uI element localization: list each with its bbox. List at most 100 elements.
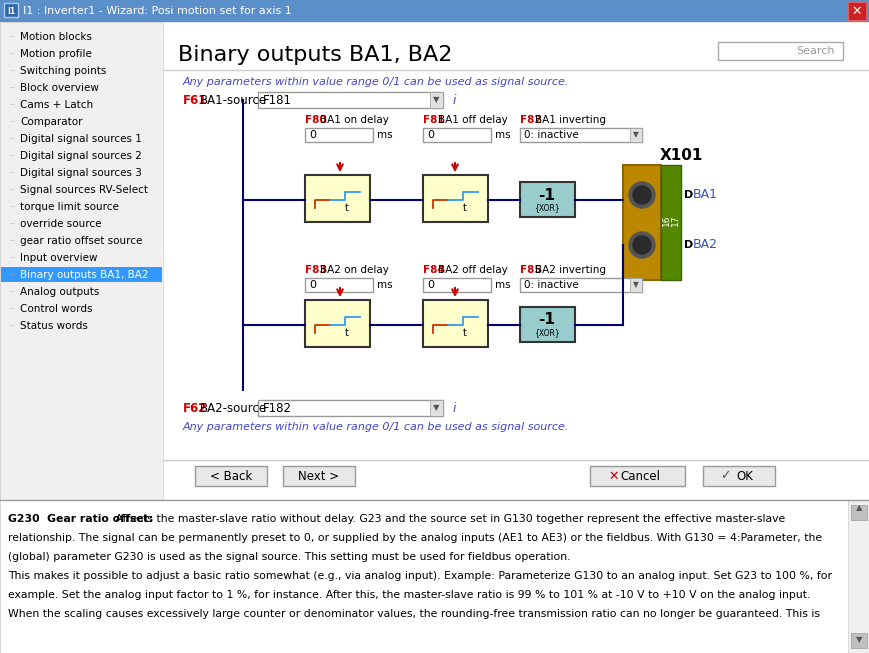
Text: Search: Search	[796, 46, 834, 56]
Text: 0: inactive: 0: inactive	[523, 280, 578, 290]
Text: Cams + Latch: Cams + Latch	[20, 100, 93, 110]
Text: This makes it possible to adjust a basic ratio somewhat (e.g., via analog input): This makes it possible to adjust a basic…	[8, 571, 831, 581]
FancyBboxPatch shape	[1, 267, 162, 282]
FancyBboxPatch shape	[282, 466, 355, 486]
FancyBboxPatch shape	[305, 128, 373, 142]
Text: Digital signal sources 3: Digital signal sources 3	[20, 168, 142, 178]
FancyBboxPatch shape	[422, 175, 488, 222]
Text: -1: -1	[538, 187, 554, 202]
Text: D: D	[683, 240, 693, 250]
Text: 17: 17	[670, 214, 679, 226]
Text: G230  Gear ratio offset:: G230 Gear ratio offset:	[8, 514, 153, 524]
Text: override source: override source	[20, 219, 102, 229]
FancyBboxPatch shape	[305, 278, 373, 292]
Text: 0: 0	[427, 130, 434, 140]
Text: F182: F182	[262, 402, 292, 415]
Text: 16: 16	[660, 214, 670, 226]
Text: torque limit source: torque limit source	[20, 202, 119, 212]
Text: Affects the master-slave ratio without delay. G23 and the source set in G130 tog: Affects the master-slave ratio without d…	[112, 514, 785, 524]
Text: (global) parameter G230 is used as the signal source. This setting must be used : (global) parameter G230 is used as the s…	[8, 552, 570, 562]
Text: ▼: ▼	[633, 281, 638, 289]
Text: i: i	[453, 402, 456, 415]
FancyBboxPatch shape	[520, 128, 641, 142]
FancyBboxPatch shape	[850, 633, 866, 648]
Text: Cancel: Cancel	[620, 470, 660, 483]
Circle shape	[628, 182, 654, 208]
Text: Comparator: Comparator	[20, 117, 83, 127]
Text: Switching points: Switching points	[20, 66, 106, 76]
FancyBboxPatch shape	[717, 42, 842, 60]
Text: X101: X101	[660, 148, 702, 163]
Text: ···: ···	[9, 51, 16, 57]
FancyBboxPatch shape	[258, 92, 442, 108]
Text: D: D	[683, 190, 693, 200]
Text: ···: ···	[9, 170, 16, 176]
Text: ms: ms	[376, 280, 392, 290]
Text: Any parameters within value range 0/1 can be used as signal source.: Any parameters within value range 0/1 ca…	[182, 77, 568, 87]
Text: ···: ···	[9, 204, 16, 210]
Text: Binary outputs BA1, BA2: Binary outputs BA1, BA2	[178, 45, 452, 65]
Text: ···: ···	[9, 102, 16, 108]
FancyBboxPatch shape	[847, 500, 869, 653]
Text: ···: ···	[9, 221, 16, 227]
Text: ms: ms	[376, 130, 392, 140]
FancyBboxPatch shape	[847, 2, 865, 20]
Text: Any parameters within value range 0/1 can be used as signal source.: Any parameters within value range 0/1 ca…	[182, 422, 568, 432]
Text: BA2-source: BA2-source	[200, 402, 267, 415]
Text: 0: inactive: 0: inactive	[523, 130, 578, 140]
Text: Block overview: Block overview	[20, 83, 99, 93]
FancyBboxPatch shape	[422, 300, 488, 347]
Text: ···: ···	[9, 85, 16, 91]
Text: BA1 inverting: BA1 inverting	[534, 115, 606, 125]
Circle shape	[628, 232, 654, 258]
FancyBboxPatch shape	[4, 3, 18, 17]
Text: BA1 off delay: BA1 off delay	[437, 115, 507, 125]
Text: i: i	[453, 93, 456, 106]
FancyBboxPatch shape	[305, 175, 369, 222]
Text: Motion blocks: Motion blocks	[20, 32, 92, 42]
Text: BA2 on delay: BA2 on delay	[320, 265, 388, 275]
FancyBboxPatch shape	[422, 278, 490, 292]
Circle shape	[633, 186, 650, 204]
Text: t: t	[462, 203, 467, 213]
FancyBboxPatch shape	[429, 92, 442, 108]
FancyBboxPatch shape	[305, 300, 369, 347]
FancyBboxPatch shape	[622, 165, 660, 280]
Text: Binary outputs BA1, BA2: Binary outputs BA1, BA2	[20, 270, 149, 280]
Text: BA2 inverting: BA2 inverting	[534, 265, 606, 275]
Text: F81: F81	[422, 115, 444, 125]
Text: Status words: Status words	[20, 321, 88, 331]
FancyBboxPatch shape	[702, 466, 774, 486]
Text: ···: ···	[9, 68, 16, 74]
Text: ···: ···	[9, 153, 16, 159]
FancyBboxPatch shape	[660, 165, 680, 280]
Text: F61: F61	[182, 93, 207, 106]
Text: < Back: < Back	[209, 470, 252, 483]
FancyBboxPatch shape	[258, 400, 442, 416]
Text: Motion profile: Motion profile	[20, 49, 92, 59]
Text: -1: -1	[538, 313, 554, 328]
Text: Next >: Next >	[298, 470, 339, 483]
Text: {XOR}: {XOR}	[534, 204, 560, 212]
FancyBboxPatch shape	[520, 182, 574, 217]
Text: ···: ···	[9, 136, 16, 142]
Text: I1: I1	[7, 7, 15, 16]
Text: 0: 0	[427, 280, 434, 290]
Text: 0: 0	[308, 130, 315, 140]
Text: ···: ···	[9, 289, 16, 295]
Text: relationship. The signal can be permanently preset to 0, or supplied by the anal: relationship. The signal can be permanen…	[8, 533, 821, 543]
Text: 0: 0	[308, 280, 315, 290]
Text: {XOR}: {XOR}	[534, 328, 560, 338]
Text: ✕: ✕	[851, 5, 861, 18]
Text: F85: F85	[520, 265, 541, 275]
Text: t: t	[345, 328, 348, 338]
Text: t: t	[462, 328, 467, 338]
FancyBboxPatch shape	[422, 128, 490, 142]
Text: ▼: ▼	[633, 131, 638, 140]
Text: ms: ms	[494, 280, 510, 290]
Text: BA2 off delay: BA2 off delay	[437, 265, 507, 275]
Text: BA1 on delay: BA1 on delay	[320, 115, 388, 125]
Text: Analog outputs: Analog outputs	[20, 287, 99, 297]
Text: ···: ···	[9, 323, 16, 329]
Text: Control words: Control words	[20, 304, 92, 314]
